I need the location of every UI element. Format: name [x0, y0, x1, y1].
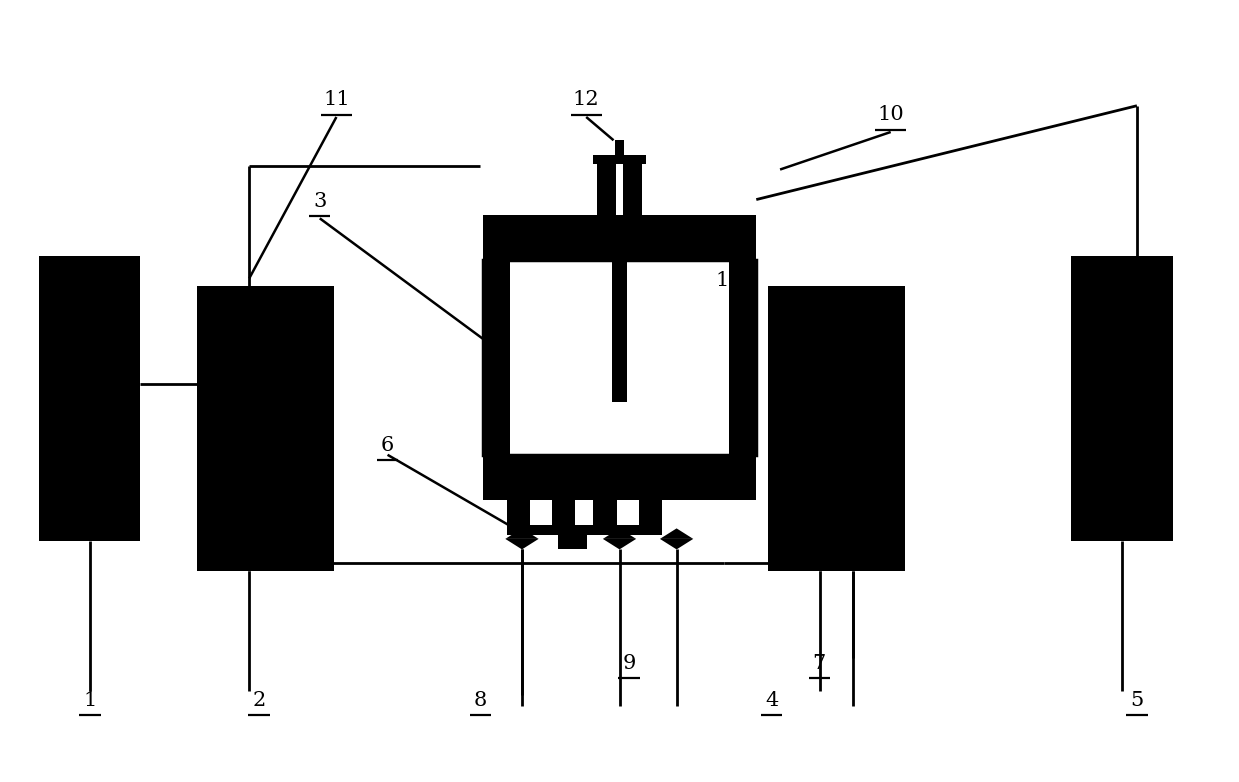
- Polygon shape: [603, 539, 636, 550]
- Bar: [483, 455, 756, 500]
- Bar: [1072, 256, 1172, 541]
- Bar: [615, 140, 624, 156]
- Bar: [623, 158, 642, 214]
- Text: 4: 4: [766, 691, 778, 710]
- Text: 2: 2: [253, 691, 265, 710]
- Bar: [768, 286, 904, 571]
- Bar: [483, 260, 510, 455]
- Polygon shape: [506, 529, 539, 539]
- Bar: [593, 156, 646, 164]
- Bar: [551, 500, 575, 526]
- Polygon shape: [506, 539, 539, 550]
- Text: 1: 1: [83, 691, 97, 710]
- Polygon shape: [603, 529, 636, 539]
- Bar: [597, 158, 616, 214]
- Bar: [507, 526, 663, 535]
- Bar: [40, 256, 140, 541]
- Text: 9: 9: [622, 654, 636, 673]
- Bar: [510, 260, 729, 455]
- Text: 11: 11: [323, 91, 349, 109]
- Text: 12: 12: [572, 91, 600, 109]
- Bar: [483, 214, 756, 260]
- Bar: [559, 535, 587, 549]
- Text: 7: 7: [813, 654, 826, 673]
- Text: 8: 8: [473, 691, 487, 710]
- Text: 3: 3: [313, 192, 326, 211]
- Bar: [483, 260, 756, 455]
- Bar: [612, 260, 627, 402]
- Text: 13: 13: [716, 271, 742, 289]
- Bar: [197, 286, 335, 571]
- Text: 5: 5: [1130, 691, 1144, 710]
- Bar: [638, 500, 663, 526]
- Bar: [729, 260, 756, 455]
- Text: 6: 6: [380, 436, 394, 455]
- Polygon shape: [660, 539, 694, 550]
- Text: 10: 10: [877, 106, 904, 124]
- Bar: [507, 500, 530, 526]
- Polygon shape: [660, 529, 694, 539]
- Bar: [593, 500, 617, 526]
